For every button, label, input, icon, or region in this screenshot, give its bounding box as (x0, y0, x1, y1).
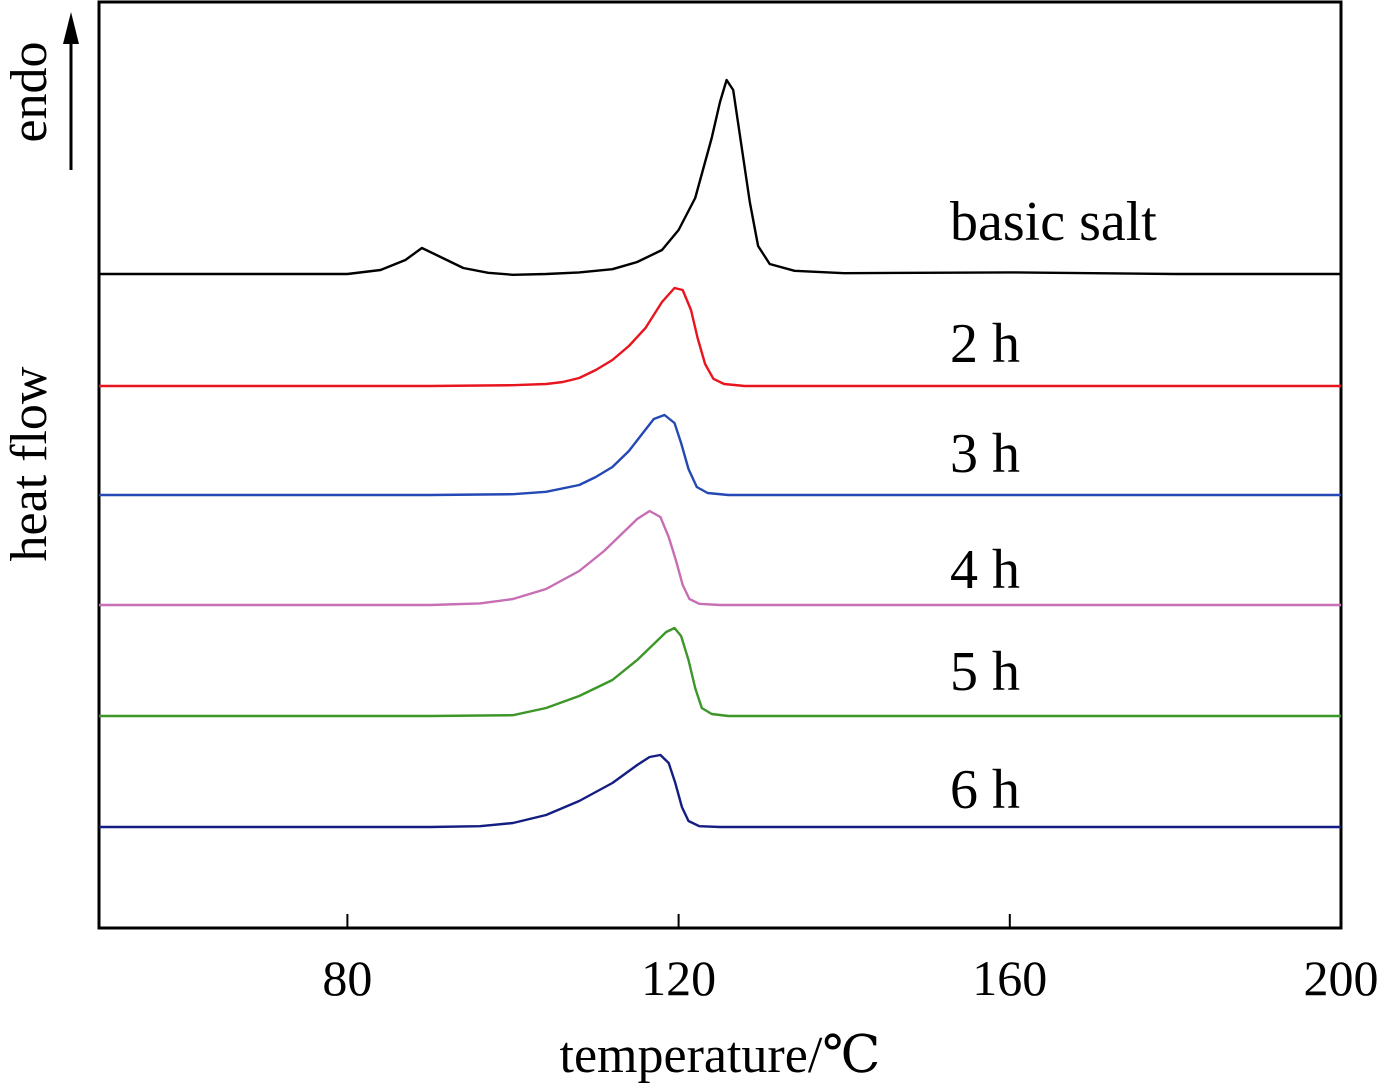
endo-arrow-icon (63, 12, 79, 170)
series-label-4: 4 h (950, 539, 1020, 601)
x-tick-label: 160 (972, 950, 1047, 1006)
series-label-2: 2 h (950, 313, 1020, 375)
series-line-6 (99, 753, 1341, 829)
series-line-3 (99, 413, 1341, 497)
x-ticks: 80 120 160 200 (322, 914, 1379, 1006)
series-line-2 (99, 286, 1341, 388)
series-label-3: 3 h (950, 423, 1020, 485)
series-label-5: 5 h (950, 641, 1020, 703)
series-label-1: basic salt (950, 191, 1157, 253)
endo-label: endo (1, 41, 58, 142)
series-line-5 (99, 626, 1341, 718)
series-line-1 (99, 78, 1341, 276)
series-labels: basic salt 2 h 3 h 4 h 5 h 6 h (950, 191, 1157, 821)
x-tick-label: 120 (641, 950, 716, 1006)
series-line-4 (99, 509, 1341, 607)
series-layer (99, 78, 1341, 829)
x-tick-label: 200 (1304, 950, 1379, 1006)
series-label-6: 6 h (950, 759, 1020, 821)
x-tick-label: 80 (322, 950, 372, 1006)
y-axis-title: heat flow (1, 366, 58, 561)
x-axis-title: temperature/℃ (560, 1027, 881, 1084)
plot-frame (97, 0, 1343, 930)
